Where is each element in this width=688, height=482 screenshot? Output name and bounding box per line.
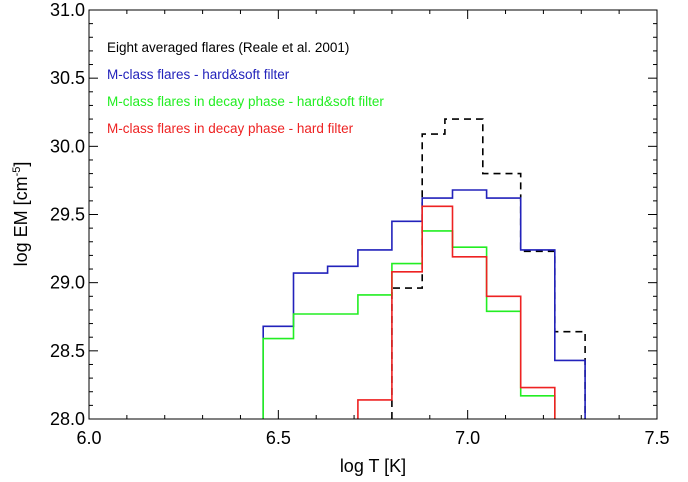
y-tick-label: 29.5 — [50, 205, 85, 225]
series-line-0 — [391, 118, 586, 419]
legend-entry-3: M-class flares in decay phase - hard fil… — [107, 121, 354, 136]
y-tick-label: 28.5 — [50, 341, 85, 361]
y-axis-label: log EM [cm-5] — [11, 162, 31, 267]
legend-entry-1: M-class flares - hard&soft filter — [107, 67, 290, 82]
y-tick-label: 30.5 — [50, 68, 85, 88]
series-line-1 — [262, 189, 586, 419]
series-line-2 — [262, 230, 556, 419]
plot-frame — [88, 9, 658, 420]
y-tick-label: 29.0 — [50, 273, 85, 293]
legend: Eight averaged flares (Reale et al. 2001… — [107, 40, 384, 136]
ticks-layer: 6.0 6.5 7.0 7.5 28.0 28.5 29.0 29.5 30.0 30.5 31.0 — [50, 0, 670, 448]
x-tick-label: 7.5 — [644, 428, 669, 448]
y-tick-label: 30.0 — [50, 136, 85, 156]
legend-entry-2: M-class flares in decay phase - hard&sof… — [107, 94, 384, 109]
y-axis-label-close: ] — [11, 162, 31, 167]
y-tick-label: 31.0 — [50, 0, 85, 20]
legend-entry-0: Eight averaged flares (Reale et al. 2001… — [107, 40, 349, 55]
y-tick-label: 28.0 — [50, 409, 85, 429]
series-line-3 — [357, 205, 556, 419]
y-axis-label-exponent: -5 — [11, 167, 23, 177]
x-axis-label: log T [K] — [340, 456, 406, 476]
x-tick-label: 6.0 — [76, 428, 101, 448]
x-tick-label: 7.0 — [455, 428, 480, 448]
series-layer — [262, 118, 586, 419]
y-axis-label-main: log EM [cm — [11, 176, 31, 266]
x-tick-label: 6.5 — [266, 428, 291, 448]
